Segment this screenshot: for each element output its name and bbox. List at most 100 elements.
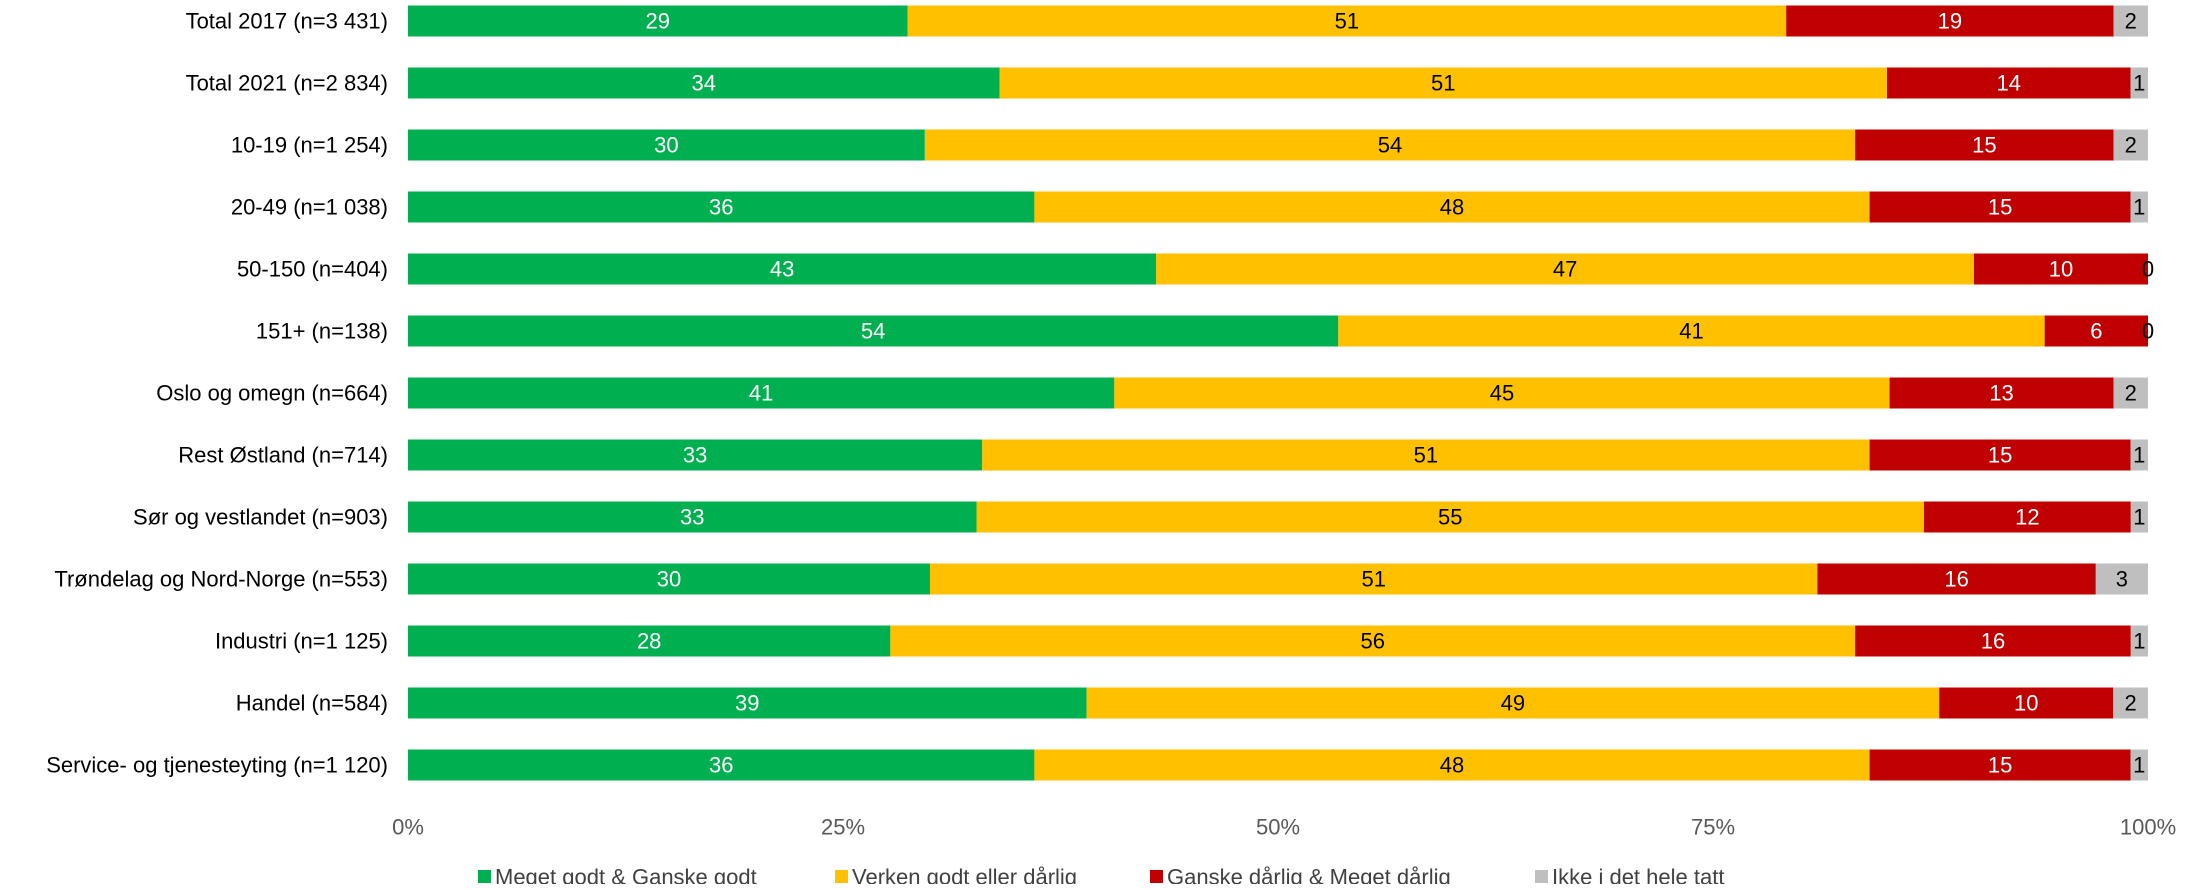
bar-segment-verken-godt-eller-d-rlig <box>982 439 1870 471</box>
data-label: 49 <box>1501 691 1525 716</box>
bar-segment-ganske-d-rlig-meget-d-rlig <box>1887 67 2131 99</box>
bar-segment-ganske-d-rlig-meget-d-rlig <box>1855 625 2131 657</box>
category-label: Oslo og omegn (n=664) <box>156 381 388 406</box>
bar-segment-meget-godt-ganske-godt <box>408 501 977 533</box>
bar-segment-meget-godt-ganske-godt <box>408 129 925 161</box>
category-label: Total 2017 (n=3 431) <box>186 9 388 34</box>
data-label: 19 <box>1938 9 1962 34</box>
category-label: Rest Østland (n=714) <box>178 443 388 468</box>
data-label: 36 <box>709 753 733 778</box>
data-label: 2 <box>2125 9 2137 34</box>
data-label: 1 <box>2133 753 2145 778</box>
data-label: 12 <box>2015 505 2039 530</box>
data-label: 54 <box>1378 133 1402 158</box>
bar-segment-verken-godt-eller-d-rlig <box>1034 191 1870 223</box>
bar-segment-verken-godt-eller-d-rlig <box>1086 687 1940 719</box>
data-label: 1 <box>2133 71 2145 96</box>
data-label: 15 <box>1988 443 2012 468</box>
data-label: 33 <box>683 443 707 468</box>
bar-segment-ganske-d-rlig-meget-d-rlig <box>1924 501 2131 533</box>
data-label: 28 <box>637 629 661 654</box>
bar-segment-meget-godt-ganske-godt <box>408 5 908 37</box>
x-tick-label: 25% <box>821 815 865 840</box>
bar-segment-ikke-i-det-hele-tatt <box>2113 129 2148 161</box>
data-label: 2 <box>2124 691 2136 716</box>
data-label: 16 <box>1944 567 1968 592</box>
data-label: 48 <box>1440 195 1464 220</box>
legend-label: Ganske dårlig & Meget dårlig <box>1167 865 1451 885</box>
legend-swatch <box>478 870 491 883</box>
bar-segment-meget-godt-ganske-godt <box>408 253 1157 285</box>
bar-segment-ikke-i-det-hele-tatt <box>2113 377 2148 409</box>
data-label: 51 <box>1431 71 1455 96</box>
data-label: 0 <box>2142 319 2154 344</box>
data-label: 47 <box>1553 257 1577 282</box>
data-label: 15 <box>1988 753 2012 778</box>
data-label: 1 <box>2133 629 2145 654</box>
data-label: 45 <box>1490 381 1514 406</box>
bar-segment-ikke-i-det-hele-tatt <box>2095 563 2148 595</box>
data-label: 10 <box>2049 257 2073 282</box>
bar-segment-verken-godt-eller-d-rlig <box>1114 377 1890 409</box>
data-label: 29 <box>646 9 670 34</box>
bar-segment-verken-godt-eller-d-rlig <box>1156 253 1974 285</box>
data-label: 33 <box>680 505 704 530</box>
bar-segment-meget-godt-ganske-godt <box>408 439 983 471</box>
bars-group: 29 51 19 234 51 14 130 54 15 236 48 15 143 47 10 054 41 6… <box>408 5 2154 781</box>
bar-segment-verken-godt-eller-d-rlig <box>999 67 1887 99</box>
category-label: Trøndelag og Nord-Norge (n=553) <box>54 567 388 592</box>
category-label: 151+ (n=138) <box>256 319 388 344</box>
legend-label: Meget godt & Ganske godt <box>495 865 757 885</box>
bar-segment-ganske-d-rlig-meget-d-rlig <box>1889 377 2114 409</box>
data-label: 54 <box>861 319 885 344</box>
bar-segment-ikke-i-det-hele-tatt <box>2130 439 2148 471</box>
legend-swatch <box>1150 870 1163 883</box>
bar-segment-ganske-d-rlig-meget-d-rlig <box>1786 5 2114 37</box>
bar-segment-ganske-d-rlig-meget-d-rlig <box>1855 129 2114 161</box>
bar-segment-verken-godt-eller-d-rlig <box>930 563 1818 595</box>
bar-segment-ganske-d-rlig-meget-d-rlig <box>1974 253 2148 285</box>
data-label: 2 <box>2125 381 2137 406</box>
data-label: 6 <box>2090 319 2102 344</box>
data-label: 51 <box>1361 567 1385 592</box>
category-label: Total 2021 (n=2 834) <box>186 71 388 96</box>
data-label: 56 <box>1361 629 1385 654</box>
legend-label: Verken godt eller dårlig <box>852 865 1077 885</box>
bar-segment-ikke-i-det-hele-tatt <box>2130 191 2148 223</box>
data-label: 14 <box>1997 71 2021 96</box>
bar-segment-meget-godt-ganske-godt <box>408 749 1035 781</box>
category-label: Industri (n=1 125) <box>215 629 388 654</box>
data-label: 41 <box>1679 319 1703 344</box>
legend-swatch <box>835 870 848 883</box>
data-label: 48 <box>1440 753 1464 778</box>
data-label: 0 <box>2142 257 2154 282</box>
category-label: Handel (n=584) <box>236 691 388 716</box>
x-tick-label: 100% <box>2120 815 2176 840</box>
bar-segment-ikke-i-det-hele-tatt <box>2113 687 2148 719</box>
bar-segment-ganske-d-rlig-meget-d-rlig <box>1869 749 2131 781</box>
data-label: 51 <box>1335 9 1359 34</box>
data-label: 10 <box>2014 691 2038 716</box>
bar-segment-ganske-d-rlig-meget-d-rlig <box>1869 439 2131 471</box>
data-label: 16 <box>1981 629 2005 654</box>
bar-segment-ganske-d-rlig-meget-d-rlig <box>2044 315 2148 347</box>
bar-segment-verken-godt-eller-d-rlig <box>907 5 1787 37</box>
category-label: Service- og tjenesteyting (n=1 120) <box>46 753 388 778</box>
bar-segment-verken-godt-eller-d-rlig <box>1034 749 1870 781</box>
data-label: 34 <box>692 71 716 96</box>
bar-segment-ganske-d-rlig-meget-d-rlig <box>1817 563 2096 595</box>
bar-segment-meget-godt-ganske-godt <box>408 67 1000 99</box>
category-label: 20-49 (n=1 038) <box>231 195 388 220</box>
bar-segment-meget-godt-ganske-godt <box>408 377 1115 409</box>
legend-swatch <box>1535 870 1548 883</box>
data-label: 51 <box>1414 443 1438 468</box>
data-label: 41 <box>749 381 773 406</box>
data-label: 1 <box>2133 195 2145 220</box>
bar-segment-meget-godt-ganske-godt <box>408 315 1339 347</box>
data-label: 55 <box>1438 505 1462 530</box>
bar-segment-ganske-d-rlig-meget-d-rlig <box>1869 191 2131 223</box>
data-label: 15 <box>1972 133 1996 158</box>
data-label: 15 <box>1988 195 2012 220</box>
bar-segment-verken-godt-eller-d-rlig <box>924 129 1856 161</box>
data-label: 43 <box>770 257 794 282</box>
